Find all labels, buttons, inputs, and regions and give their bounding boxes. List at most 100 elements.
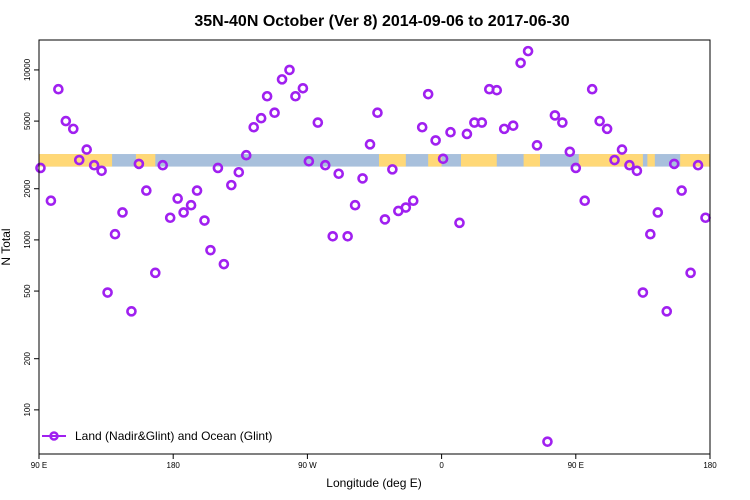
- data-point: [624, 159, 635, 171]
- data-points: [35, 45, 711, 447]
- data-point: [515, 57, 526, 69]
- x-axis-ticks: 90 E 180 90 W 0 90 E 180: [31, 454, 717, 470]
- data-point: [261, 90, 273, 102]
- data-point: [476, 117, 488, 128]
- data-point: [387, 164, 398, 175]
- data-point: [133, 158, 145, 170]
- data-point: [652, 207, 664, 218]
- y-tick-label: 1000: [23, 230, 32, 248]
- data-point: [240, 149, 252, 161]
- data-point: [379, 214, 391, 225]
- data-point: [531, 140, 543, 151]
- data-point: [233, 166, 245, 178]
- data-point: [461, 128, 473, 140]
- land-segment: [647, 154, 655, 167]
- data-point: [692, 159, 704, 171]
- data-point: [327, 230, 339, 242]
- x-tick-label: 180: [167, 461, 181, 470]
- data-point: [290, 90, 301, 102]
- data-point: [303, 156, 315, 167]
- data-point: [178, 207, 189, 218]
- data-point: [685, 267, 696, 279]
- data-point: [35, 162, 46, 174]
- data-point: [422, 88, 434, 100]
- data-point: [564, 146, 576, 158]
- data-point: [88, 159, 100, 171]
- data-point: [542, 436, 553, 447]
- data-point: [248, 121, 260, 133]
- data-point: [141, 185, 152, 196]
- data-point: [297, 82, 309, 94]
- y-tick-label: 2000: [23, 179, 32, 197]
- data-point: [357, 173, 368, 184]
- data-point: [594, 115, 605, 127]
- data-point: [507, 120, 519, 131]
- data-point: [109, 228, 121, 240]
- data-point: [164, 212, 176, 224]
- data-point: [60, 115, 72, 127]
- y-axis-label: N Total: [0, 228, 13, 265]
- data-point: [212, 162, 224, 174]
- data-point: [645, 228, 656, 240]
- data-point: [45, 195, 57, 207]
- data-point: [430, 135, 441, 146]
- x-axis-label: Longitude (deg E): [326, 476, 421, 490]
- data-point: [445, 126, 456, 138]
- y-tick-label: 10000: [23, 58, 32, 81]
- data-point: [586, 83, 598, 95]
- data-point: [185, 199, 197, 211]
- land-segment: [378, 154, 406, 167]
- y-tick-label: 500: [23, 284, 32, 298]
- data-point: [522, 45, 534, 57]
- data-point: [269, 107, 280, 119]
- data-point: [570, 162, 582, 174]
- y-tick-label: 100: [23, 403, 32, 417]
- data-point: [631, 165, 643, 177]
- data-point: [319, 159, 331, 171]
- data-point: [637, 287, 649, 298]
- data-point: [416, 121, 428, 133]
- data-point: [255, 112, 267, 124]
- data-point: [157, 159, 169, 171]
- data-point: [342, 230, 353, 242]
- y-tick-label: 200: [23, 351, 32, 365]
- data-point: [498, 123, 510, 135]
- data-point: [454, 217, 465, 229]
- data-point: [73, 154, 85, 166]
- data-point: [205, 244, 216, 256]
- legend-label: Land (Nadir&Glint) and Ocean (Glint): [75, 429, 272, 443]
- legend: Land (Nadir&Glint) and Ocean (Glint): [42, 429, 272, 443]
- data-point: [407, 195, 419, 207]
- chart-title: 35N-40N October (Ver 8) 2014-09-06 to 20…: [194, 13, 569, 30]
- data-point: [364, 139, 376, 150]
- y-axis-ticks: 100 200 500 1000 2000 5000 10000: [23, 58, 39, 417]
- data-point: [117, 207, 128, 218]
- data-point: [102, 287, 113, 298]
- land-segment: [523, 154, 541, 167]
- data-point: [661, 306, 673, 317]
- x-tick-label: 180: [703, 461, 717, 470]
- data-point: [284, 64, 295, 76]
- legend-marker: [49, 431, 59, 441]
- data-point: [668, 158, 680, 170]
- data-point: [601, 123, 613, 135]
- data-point: [700, 212, 711, 224]
- data-point: [126, 306, 137, 317]
- data-point: [579, 195, 591, 207]
- data-point: [218, 258, 230, 270]
- surface-band: [39, 154, 710, 167]
- data-point: [199, 215, 210, 226]
- data-point: [172, 193, 183, 204]
- plot-frame: [38, 39, 711, 455]
- land-segment: [135, 154, 156, 167]
- data-point: [400, 202, 412, 213]
- data-point: [557, 117, 568, 128]
- data-point: [609, 154, 620, 166]
- data-point: [191, 185, 203, 196]
- data-point: [676, 185, 687, 196]
- x-tick-label: 90 E: [568, 461, 584, 470]
- data-point: [96, 165, 107, 177]
- data-point: [349, 199, 361, 211]
- x-tick-label: 0: [439, 461, 444, 470]
